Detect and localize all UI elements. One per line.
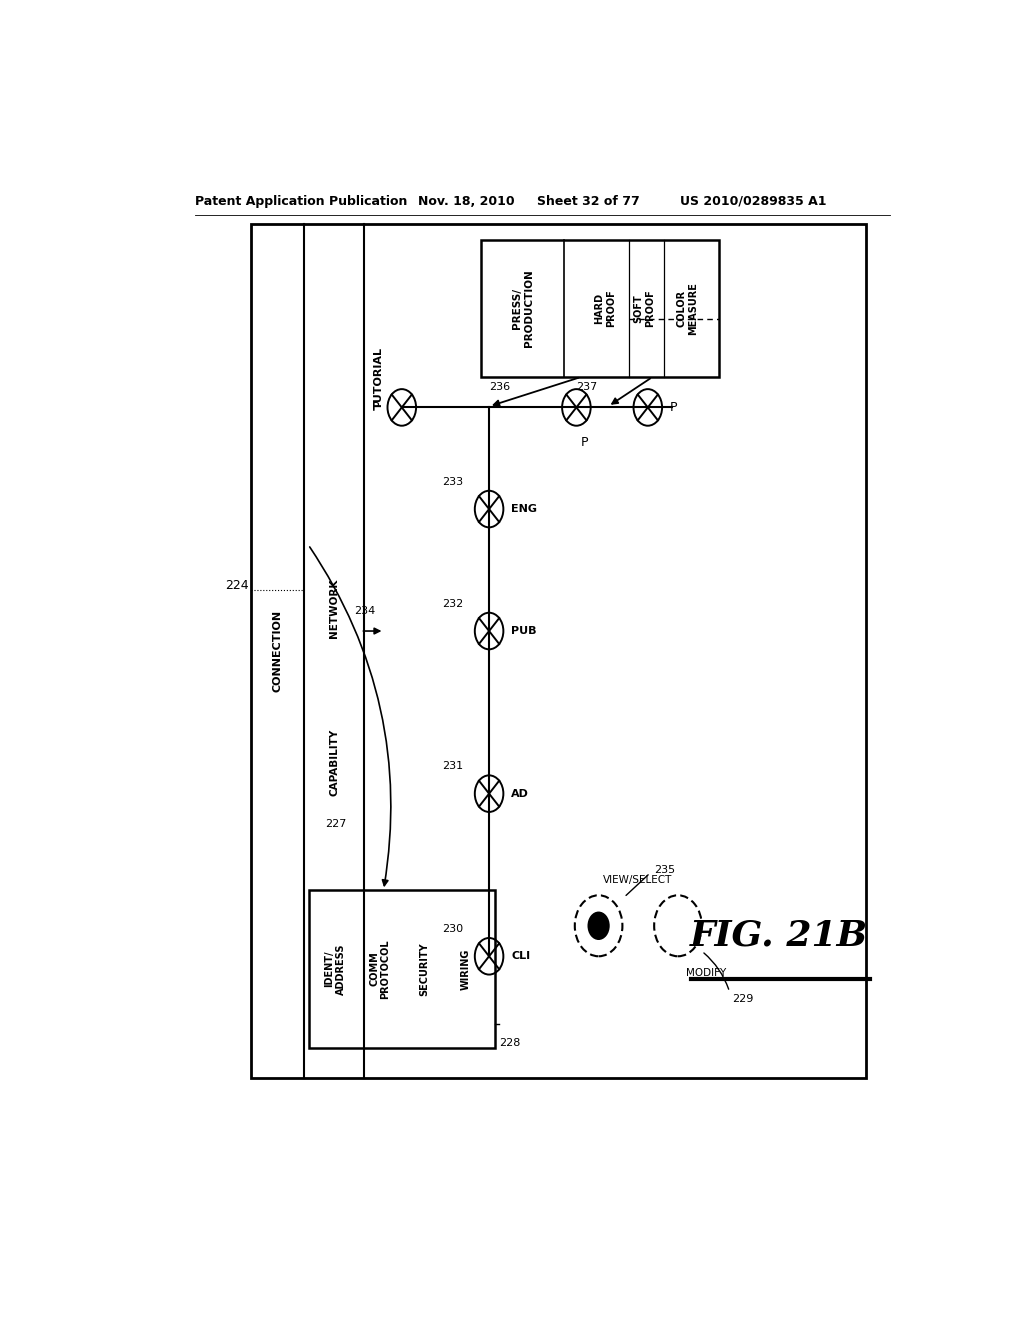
- Text: Patent Application Publication: Patent Application Publication: [196, 194, 408, 207]
- Text: 235: 235: [654, 865, 675, 875]
- Text: Nov. 18, 2010: Nov. 18, 2010: [418, 194, 514, 207]
- Text: Sheet 32 of 77: Sheet 32 of 77: [537, 194, 639, 207]
- Text: P: P: [581, 436, 588, 449]
- Bar: [251, 224, 866, 1078]
- Text: 227: 227: [325, 820, 346, 829]
- Text: 224: 224: [225, 578, 249, 591]
- Text: 229: 229: [732, 994, 754, 1005]
- Text: TUTORIAL: TUTORIAL: [374, 347, 384, 409]
- Text: 233: 233: [442, 477, 464, 487]
- Text: 232: 232: [442, 599, 464, 609]
- Text: VIEW/SELECT: VIEW/SELECT: [602, 875, 672, 886]
- Text: 231: 231: [442, 762, 464, 771]
- Text: IDENT/
ADDRESS: IDENT/ ADDRESS: [325, 944, 346, 995]
- Text: PRESS/
PRODUCTION: PRESS/ PRODUCTION: [512, 269, 534, 347]
- Text: 237: 237: [577, 381, 598, 392]
- Bar: [481, 240, 719, 378]
- Text: 236: 236: [489, 381, 510, 392]
- Text: CONNECTION: CONNECTION: [272, 610, 283, 693]
- Text: COMM
PROTOCOL: COMM PROTOCOL: [369, 939, 390, 999]
- Text: CAPABILITY: CAPABILITY: [330, 729, 339, 796]
- Text: 230: 230: [442, 924, 464, 935]
- Text: MODIFY: MODIFY: [686, 969, 726, 978]
- Text: P: P: [670, 401, 678, 414]
- Text: SOFT
PROOF: SOFT PROOF: [634, 289, 655, 327]
- Text: PUB: PUB: [511, 626, 537, 636]
- Bar: [309, 890, 496, 1048]
- Text: WIRING: WIRING: [461, 948, 471, 990]
- Text: CLI: CLI: [511, 952, 530, 961]
- Text: COLOR
MEASURE: COLOR MEASURE: [676, 282, 698, 335]
- Text: AD: AD: [511, 788, 529, 799]
- Text: 228: 228: [500, 1038, 521, 1048]
- Text: SECURITY: SECURITY: [420, 942, 430, 995]
- Text: P: P: [372, 401, 380, 414]
- Text: HARD
PROOF: HARD PROOF: [594, 289, 615, 327]
- Text: FIG. 21B: FIG. 21B: [690, 919, 867, 953]
- Text: US 2010/0289835 A1: US 2010/0289835 A1: [680, 194, 826, 207]
- Text: NETWORK: NETWORK: [330, 579, 339, 639]
- Text: ENG: ENG: [511, 504, 538, 513]
- Circle shape: [588, 912, 609, 940]
- Text: 234: 234: [354, 606, 376, 615]
